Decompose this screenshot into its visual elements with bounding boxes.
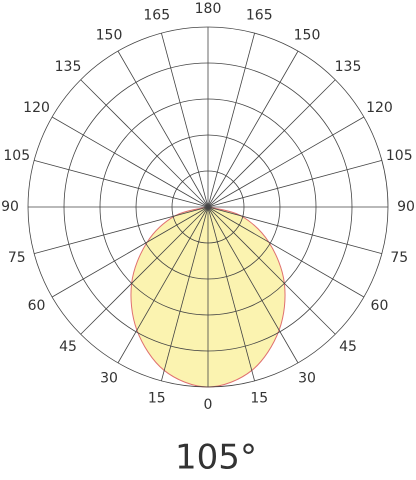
- angle-label: 30: [100, 370, 118, 386]
- grid-spoke: [117, 50, 209, 208]
- angle-label: 90: [1, 199, 19, 215]
- angle-label: 105: [3, 148, 30, 164]
- angle-label: 60: [28, 298, 46, 314]
- grid-spoke: [207, 33, 255, 208]
- grid-spoke: [207, 206, 336, 335]
- angle-label: 165: [246, 8, 273, 24]
- angle-label: 180: [195, 1, 222, 17]
- angle-label: 90: [397, 199, 415, 215]
- angle-label: 15: [250, 390, 268, 406]
- grid-spoke: [51, 116, 209, 208]
- grid-spoke: [207, 206, 382, 254]
- grid-spoke: [161, 33, 209, 208]
- angle-label: 75: [8, 250, 26, 266]
- grid-spoke: [80, 79, 209, 208]
- angle-label: 120: [23, 100, 50, 116]
- grid-spoke: [51, 206, 209, 298]
- angle-label: 165: [143, 8, 170, 24]
- grid-spoke: [207, 206, 365, 298]
- chart-title: 105°: [175, 438, 257, 478]
- angle-label: 105: [386, 148, 413, 164]
- grid-spoke: [80, 206, 209, 335]
- grid-spoke: [207, 206, 255, 381]
- angle-label: 60: [371, 298, 389, 314]
- grid-spoke: [207, 206, 299, 364]
- angle-label: 120: [366, 100, 393, 116]
- angle-label: 150: [294, 28, 321, 44]
- angle-label: 0: [204, 397, 213, 413]
- grid-spoke: [207, 160, 382, 208]
- angle-label: 135: [335, 59, 362, 75]
- angle-label: 75: [390, 250, 408, 266]
- angle-label: 30: [298, 370, 316, 386]
- grid-spoke: [34, 160, 209, 208]
- grid-spoke: [34, 206, 209, 254]
- grid-spoke: [161, 206, 209, 381]
- grid-spoke: [207, 116, 365, 208]
- grid-spoke: [207, 79, 336, 208]
- angle-label: 45: [59, 339, 77, 355]
- angle-label: 150: [96, 28, 123, 44]
- angle-label: 15: [148, 390, 166, 406]
- angle-label: 45: [339, 339, 357, 355]
- grid-spoke: [117, 206, 209, 364]
- grid-spoke: [207, 50, 299, 208]
- angle-label: 135: [55, 59, 82, 75]
